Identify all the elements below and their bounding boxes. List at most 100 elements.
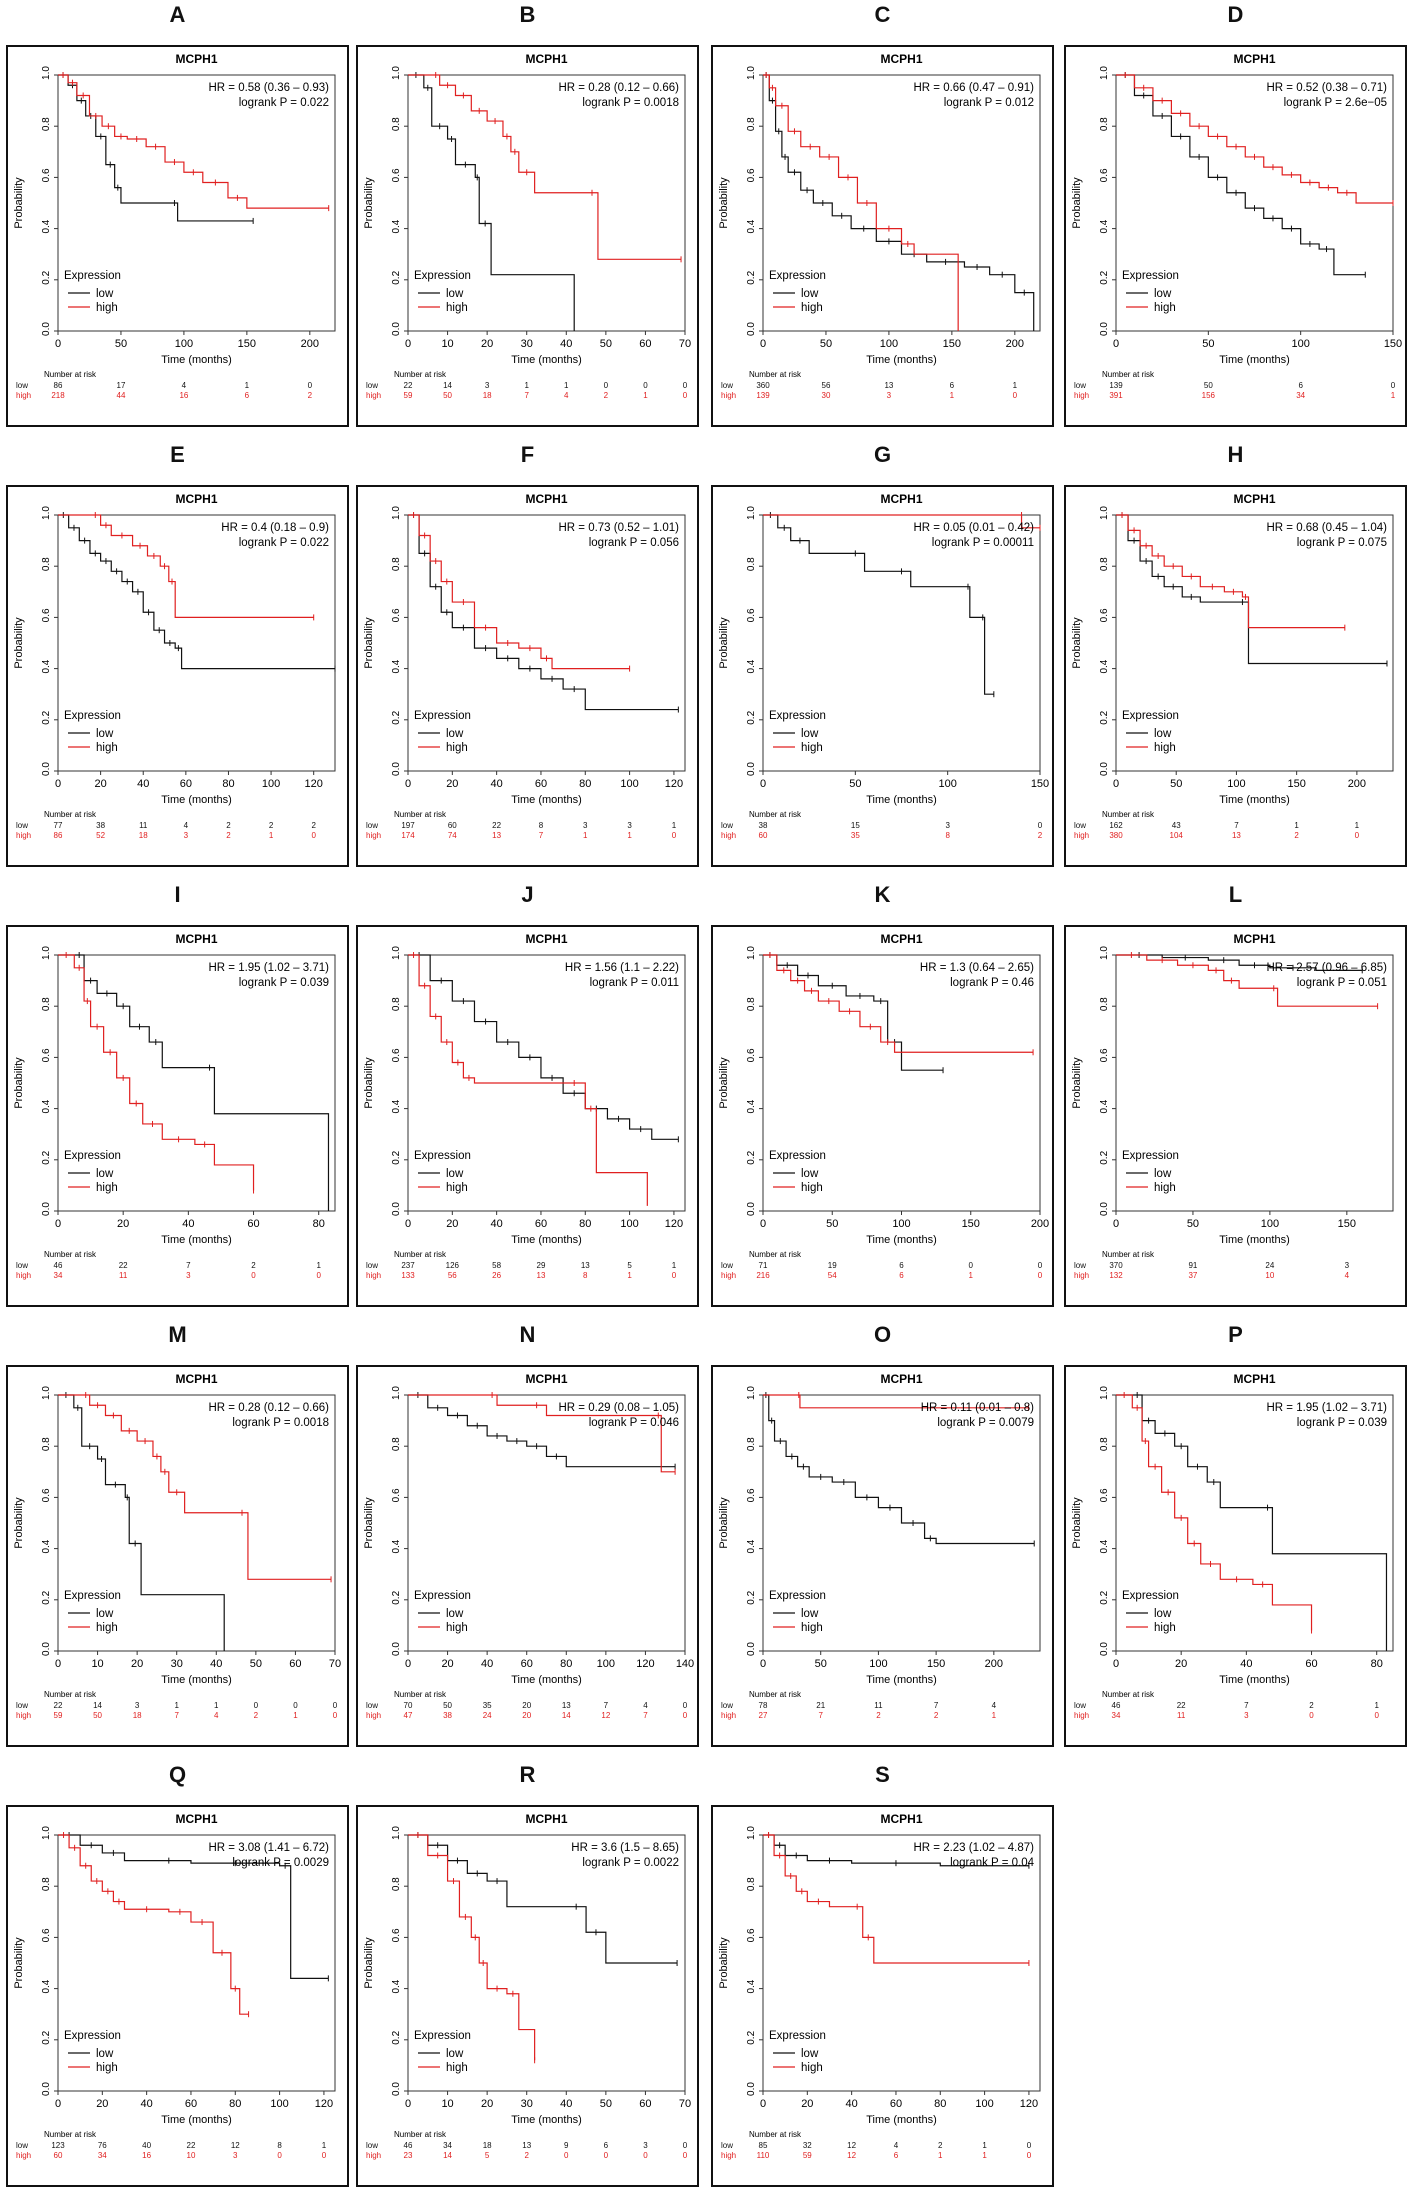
risk-count-high: 6 [899, 1271, 904, 1280]
risk-count-low: 2 [251, 1261, 256, 1270]
y-tick-label: 0.4 [391, 1539, 402, 1553]
risk-count-high: 8 [945, 831, 950, 840]
plot-title: MCPH1 [880, 932, 922, 946]
x-tick-label: 60 [185, 2098, 197, 2110]
risk-row-label-low: low [1074, 821, 1086, 830]
km-plot: MCPH1 0.0 0.2 0.4 0.6 0.8 1.0 Probability 0 50 100… [1071, 932, 1394, 1280]
panel-c: C MCPH1 0.0 0.2 0.4 0.6 0.8 1.0 Probability 0 50 10… [711, 0, 1054, 427]
x-tick-label: 120 [636, 1658, 654, 1670]
risk-count-low: 43 [1172, 821, 1181, 830]
risk-count-high: 44 [117, 391, 126, 400]
legend-label-high: high [1154, 1622, 1176, 1634]
y-tick-label: 0.0 [1099, 762, 1110, 776]
x-tick-label: 30 [521, 2098, 533, 2110]
x-tick-label: 10 [441, 338, 453, 350]
legend-label-high: high [801, 742, 823, 754]
km-curve-high [58, 954, 255, 1191]
x-axis-label: Time (months) [1219, 1234, 1290, 1246]
legend-label-low: low [446, 1608, 464, 1620]
legend-title: Expression [414, 270, 471, 282]
risk-row-label-high: high [721, 1711, 736, 1720]
risk-count-low: 1 [982, 2141, 987, 2150]
x-axis-label: Time (months) [1219, 1674, 1290, 1686]
risk-count-low: 7 [934, 1701, 939, 1710]
plot-title: MCPH1 [175, 932, 217, 946]
risk-count-low: 58 [492, 1261, 501, 1270]
y-tick-label: 0.8 [391, 1437, 402, 1451]
plot-area [762, 1394, 1041, 1652]
legend-label-low: low [1154, 1608, 1172, 1620]
x-tick-label: 60 [289, 1658, 301, 1670]
risk-count-high: 1 [950, 391, 955, 400]
y-tick-label: 0.0 [1099, 1202, 1110, 1216]
risk-count-low: 7 [1234, 821, 1239, 830]
risk-count-low: 22 [187, 2141, 196, 2150]
risk-table-title: Number at risk [394, 2130, 447, 2139]
panel-p: P MCPH1 0.0 0.2 0.4 0.6 0.8 1.0 Probability 0 20 40… [1064, 1320, 1407, 1747]
risk-count-low: 46 [1112, 1701, 1121, 1710]
x-tick-label: 150 [962, 1218, 980, 1230]
x-tick-label: 150 [943, 338, 961, 350]
risk-row-label-low: low [366, 821, 378, 830]
x-tick-label: 120 [1020, 2098, 1038, 2110]
y-tick-label: 0.4 [41, 1979, 52, 1993]
x-tick-label: 60 [180, 778, 192, 790]
panel-d: D MCPH1 0.0 0.2 0.4 0.6 0.8 1.0 Probability 0 50 10… [1064, 0, 1407, 427]
y-tick-label: 0.2 [746, 1590, 757, 1604]
x-tick-label: 80 [313, 1218, 325, 1230]
risk-count-high: 37 [1188, 1271, 1197, 1280]
risk-table-title: Number at risk [749, 810, 802, 819]
risk-count-high: 1 [938, 2151, 943, 2160]
y-axis-label: Probability [363, 617, 375, 669]
risk-table-title: Number at risk [44, 810, 97, 819]
x-tick-label: 40 [137, 778, 149, 790]
x-tick-label: 150 [238, 338, 256, 350]
x-tick-label: 60 [521, 1658, 533, 1670]
y-tick-label: 0.6 [746, 1928, 757, 1942]
risk-count-low: 126 [446, 1261, 460, 1270]
x-tick-label: 200 [985, 1658, 1003, 1670]
plot-title: MCPH1 [1233, 52, 1275, 66]
y-tick-label: 0.0 [391, 1642, 402, 1656]
legend-label-high: high [801, 2062, 823, 2074]
legend-title: Expression [769, 2030, 826, 2042]
risk-count-low: 34 [443, 2141, 452, 2150]
y-tick-label: 1.0 [1099, 1386, 1110, 1400]
risk-count-low: 1 [1355, 821, 1360, 830]
x-tick-label: 60 [535, 1218, 547, 1230]
legend-label-high: high [96, 1622, 118, 1634]
panel-letter: P [1228, 1322, 1243, 1347]
risk-count-high: 133 [401, 1271, 415, 1280]
y-tick-label: 1.0 [41, 946, 52, 960]
risk-row-label-high: high [366, 831, 381, 840]
x-tick-label: 0 [55, 338, 61, 350]
risk-table-title: Number at risk [44, 1690, 97, 1699]
logrank-p-text: logrank P = 0.022 [239, 97, 329, 109]
y-tick-label: 0.8 [41, 1877, 52, 1891]
legend-title: Expression [64, 2030, 121, 2042]
risk-row-label-high: high [366, 1271, 381, 1280]
logrank-p-text: logrank P = 0.00011 [932, 537, 1034, 549]
y-tick-label: 0.4 [1099, 1099, 1110, 1113]
km-curve-low [763, 74, 1035, 331]
risk-count-low: 9 [564, 2141, 569, 2150]
risk-count-high: 1 [1391, 391, 1396, 400]
risk-count-high: 1 [969, 1271, 974, 1280]
risk-count-high: 0 [604, 2151, 609, 2160]
legend-title: Expression [64, 710, 121, 722]
y-tick-label: 0.0 [41, 1642, 52, 1656]
km-plot-frame: MCPH1 0.0 0.2 0.4 0.6 0.8 1.0 Probability 0 50 100… [711, 485, 1054, 867]
km-curve-low [58, 1394, 225, 1651]
risk-count-low: 60 [448, 821, 457, 830]
risk-table-title: Number at risk [749, 1690, 802, 1699]
hazard-ratio-text: HR = 0.28 (0.12 – 0.66) [558, 82, 679, 94]
y-tick-label: 0.2 [746, 710, 757, 724]
risk-count-high: 13 [537, 1271, 546, 1280]
plot-area [57, 954, 336, 1212]
legend-label-high: high [801, 302, 823, 314]
risk-count-low: 360 [756, 381, 770, 390]
risk-count-low: 18 [483, 2141, 492, 2150]
risk-count-low: 70 [404, 1701, 413, 1710]
risk-count-high: 1 [293, 1711, 298, 1720]
km-plot-frame: MCPH1 0.0 0.2 0.4 0.6 0.8 1.0 Probability 0 50 100… [6, 45, 349, 427]
